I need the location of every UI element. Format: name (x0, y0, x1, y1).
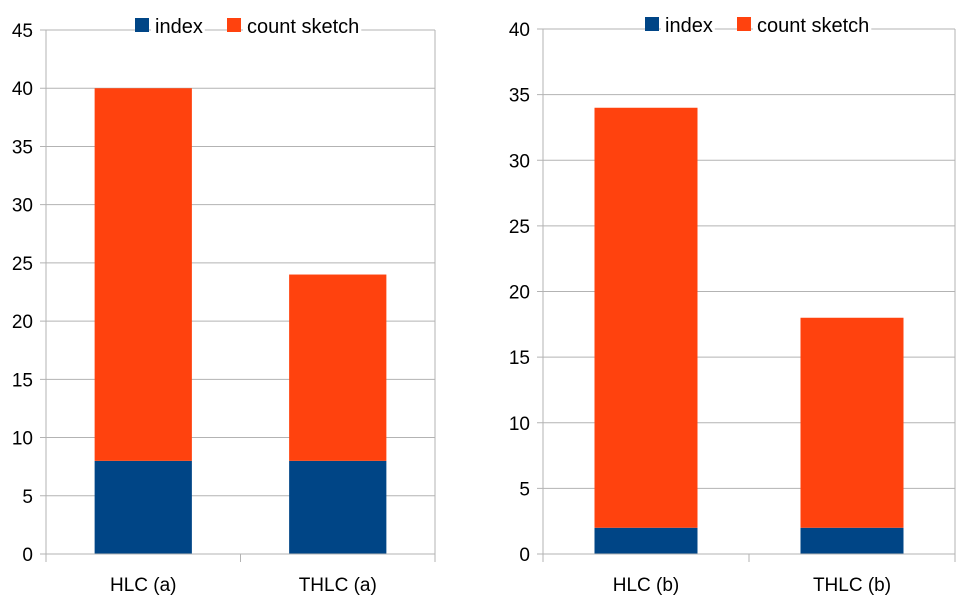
chart2-bar-index (800, 527, 904, 554)
chart2-x-tick-label: THLC (b) (813, 575, 891, 596)
chart1-y-tick-label: 15 (12, 370, 33, 391)
chart2-legend-swatch (645, 17, 659, 31)
chart1-y-tick-label: 35 (12, 137, 33, 158)
chart2-y-tick-label: 10 (509, 414, 530, 435)
chart1-legend-label: index (155, 16, 203, 38)
chart1-y-tick-label: 25 (12, 254, 33, 275)
chart1-y-tick-label: 10 (12, 429, 33, 450)
chart2-legend-swatch (737, 17, 751, 31)
chart2-y-tick-label: 5 (519, 479, 530, 500)
chart2-legend-label-bg (753, 14, 872, 35)
chart2-bar-index (594, 527, 698, 554)
chart2-y-tick-label: 40 (509, 20, 530, 41)
chart1-y-tick-label: 45 (12, 21, 33, 42)
chart2-y-tick-label: 25 (509, 217, 530, 238)
chart1-y-tick-label: 30 (12, 196, 33, 217)
chart1-legend-label-bg (243, 15, 362, 36)
chart1-legend-swatch (227, 18, 241, 32)
chart1-bar-count-sketch (289, 274, 387, 461)
chart2-y-tick-label: 15 (509, 348, 530, 369)
chart1-bar-count-sketch (94, 88, 192, 461)
chart1-legend-swatch (135, 18, 149, 32)
chart2-legend-label: index (665, 15, 713, 37)
chart1-x-tick-label: THLC (a) (299, 575, 377, 596)
chart2-legend-label-bg (661, 14, 715, 35)
chart1-bar-index (289, 460, 387, 554)
chart2-y-tick-label: 30 (509, 151, 530, 172)
chart1-y-tick-label: 20 (12, 312, 33, 333)
chart2-x-tick-label: HLC (b) (613, 575, 680, 596)
chart1-legend-label-bg (151, 15, 205, 36)
chart1-y-tick-label: 5 (22, 487, 33, 508)
chart1-legend-label: count sketch (247, 16, 359, 38)
chart1-y-tick-label: 0 (22, 545, 33, 566)
chart1-x-tick-label: HLC (a) (110, 575, 177, 596)
chart2-y-tick-label: 35 (509, 86, 530, 107)
chart2-y-tick-label: 0 (519, 545, 530, 566)
chart1-y-tick-label: 40 (12, 79, 33, 100)
chart2-bar-count-sketch (800, 317, 904, 528)
chart2-legend-label: count sketch (757, 15, 869, 37)
chart2-bar-count-sketch (594, 107, 698, 528)
chart2-y-tick-label: 20 (509, 283, 530, 304)
chart1-bar-index (94, 460, 192, 554)
